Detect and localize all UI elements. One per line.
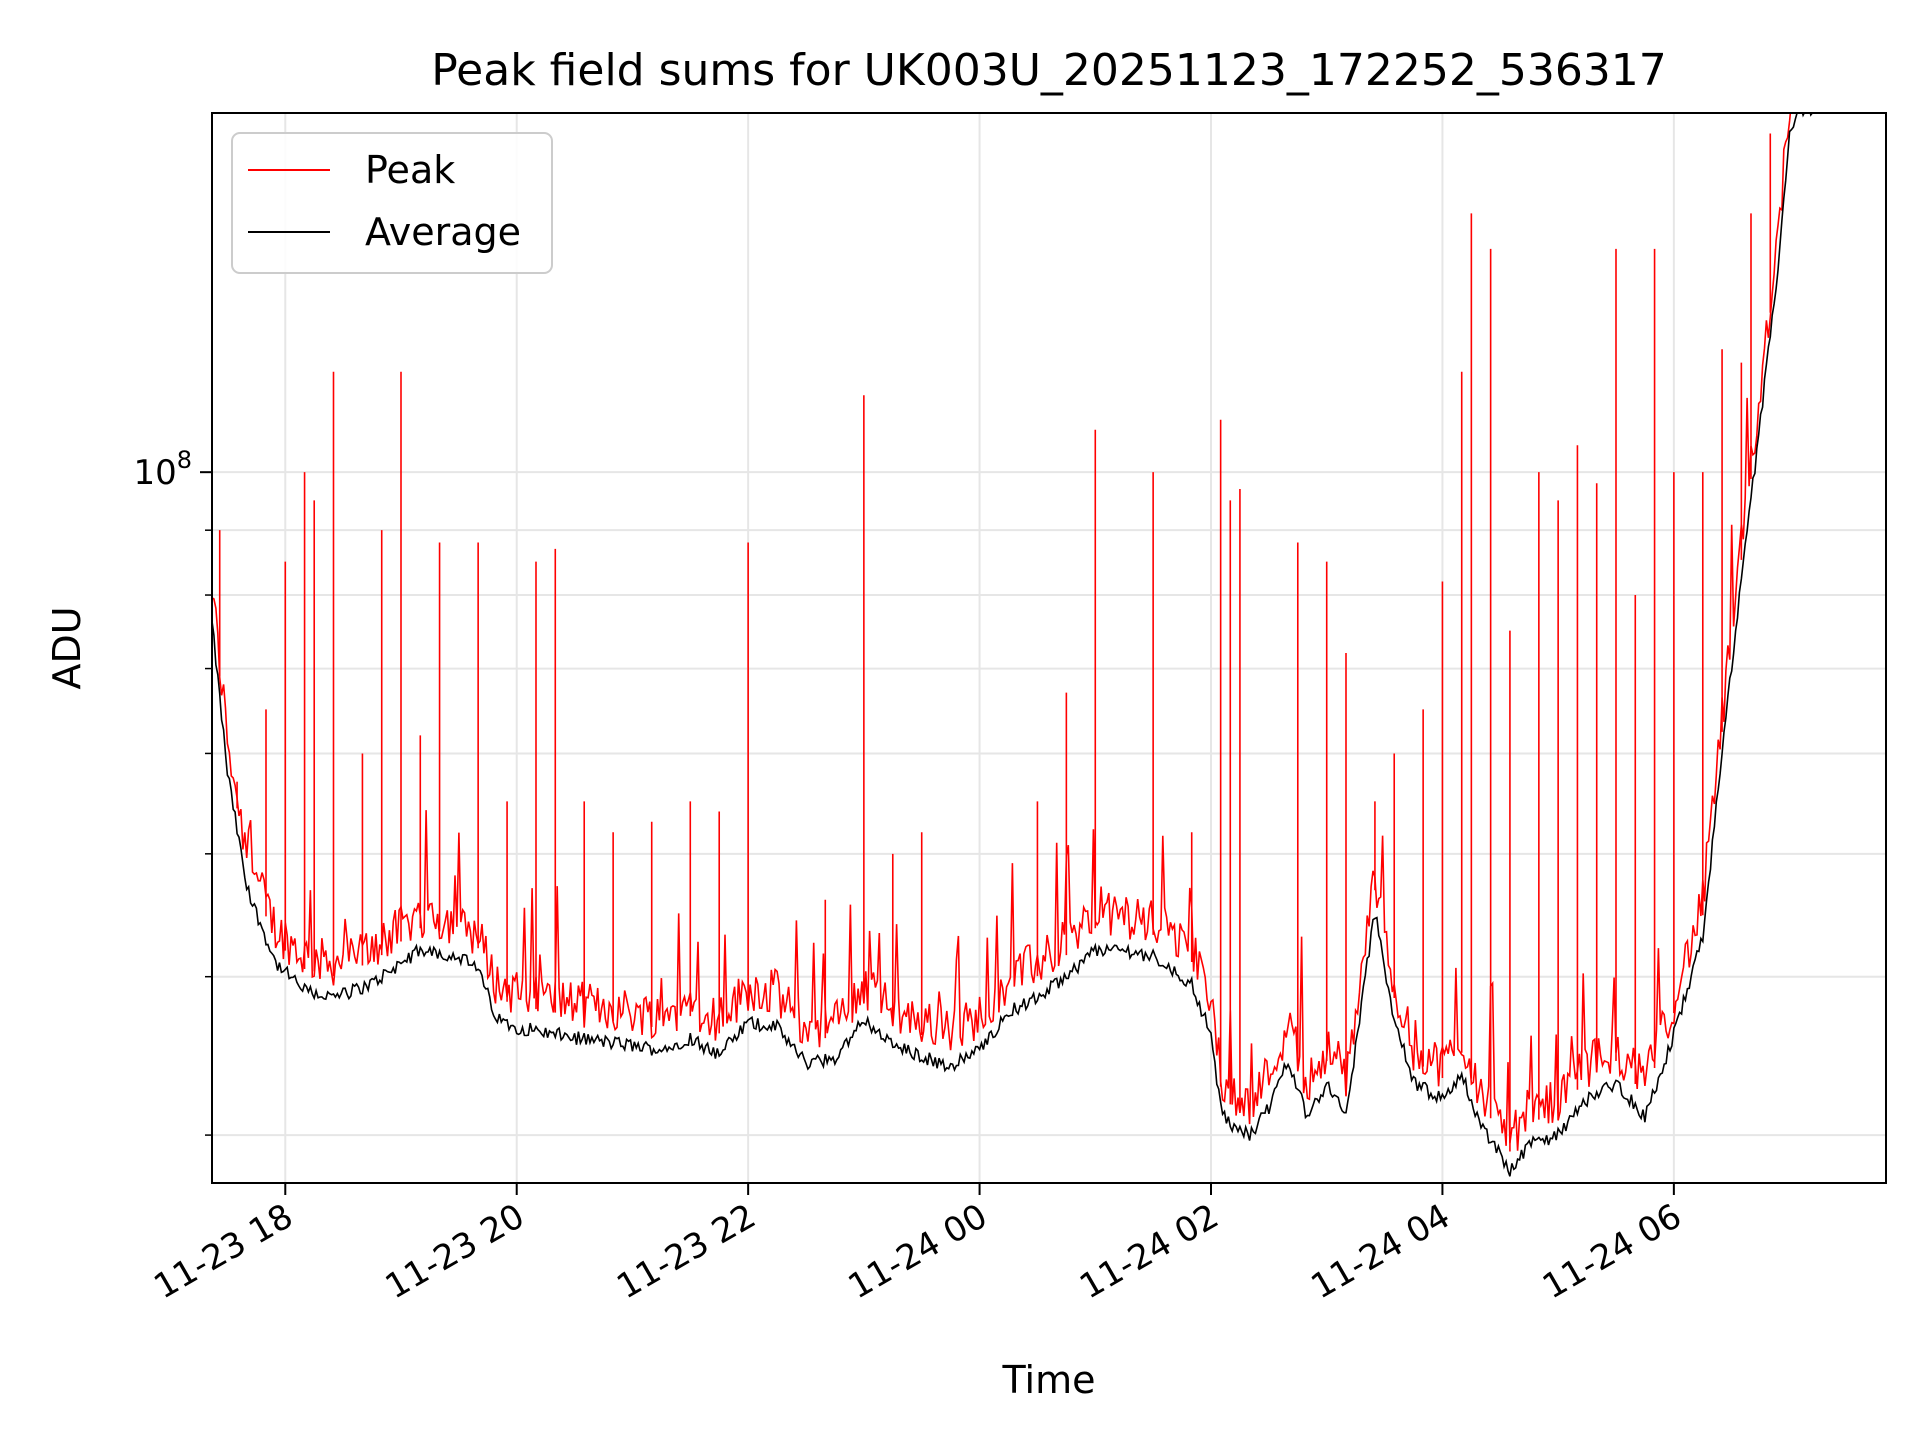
x-axis-label: Time xyxy=(1002,1358,1096,1402)
legend-peak-label: Peak xyxy=(365,148,455,192)
plot-area xyxy=(212,113,1815,1177)
legend-average-label: Average xyxy=(365,210,521,254)
chart-title: Peak field sums for UK003U_20251123_1722… xyxy=(431,45,1667,96)
grid xyxy=(212,113,1886,1183)
legend-box xyxy=(231,132,553,274)
y-tick-label: 108 xyxy=(133,446,192,493)
y-axis-label: ADU xyxy=(45,606,89,689)
plot-frame xyxy=(211,112,1887,1184)
y-axis: 108 xyxy=(133,446,212,1136)
legend: Peak Average xyxy=(231,132,553,274)
peak-series-line xyxy=(212,113,1792,1151)
average-series-line xyxy=(212,113,1815,1177)
